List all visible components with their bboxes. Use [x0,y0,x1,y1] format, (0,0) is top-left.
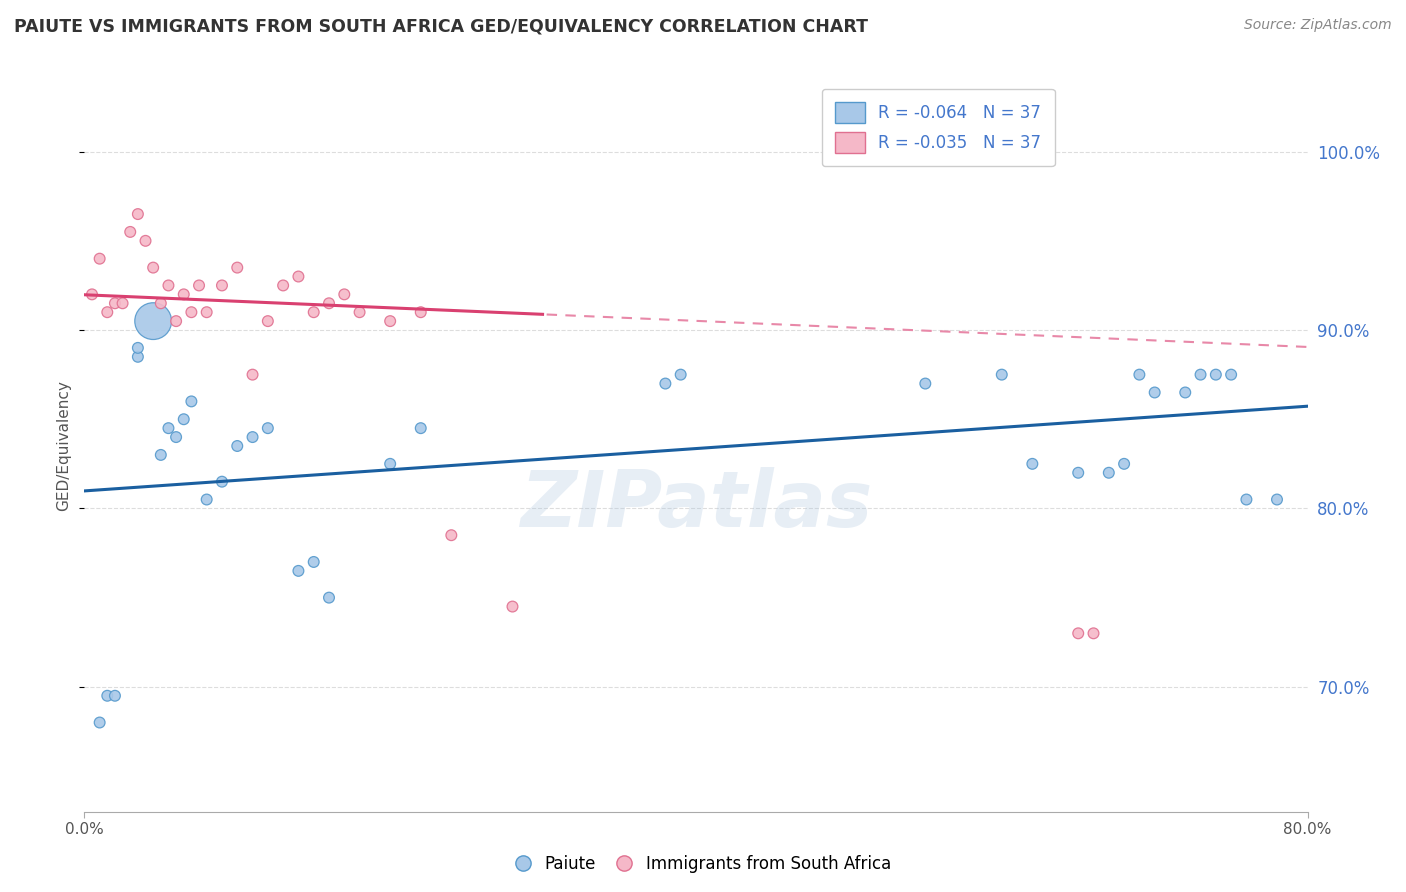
Point [211,475,233,489]
Point [1128,368,1150,382]
Point [409,421,432,435]
Legend: R = -0.064   N = 37, R = -0.035   N = 37: R = -0.064 N = 37, R = -0.035 N = 37 [821,88,1054,167]
Point [333,287,356,301]
Point [1067,466,1090,480]
Point [111,296,134,310]
Point [127,350,149,364]
Text: ZIPatlas: ZIPatlas [520,467,872,542]
Point [1205,368,1227,382]
Text: PAIUTE VS IMMIGRANTS FROM SOUTH AFRICA GED/EQUIVALENCY CORRELATION CHART: PAIUTE VS IMMIGRANTS FROM SOUTH AFRICA G… [14,18,868,36]
Point [188,278,211,293]
Point [440,528,463,542]
Point [242,430,264,444]
Point [165,430,187,444]
Point [195,492,218,507]
Point [967,145,990,159]
Point [257,421,280,435]
Point [211,278,233,293]
Point [149,296,172,310]
Point [991,368,1014,382]
Point [104,296,127,310]
Point [287,564,309,578]
Point [380,314,402,328]
Point [257,314,280,328]
Point [157,421,180,435]
Point [80,287,103,301]
Point [96,305,118,319]
Point [914,376,936,391]
Y-axis label: GED/Equivalency: GED/Equivalency [56,381,72,511]
Point [242,368,264,382]
Point [180,394,202,409]
Point [89,715,111,730]
Point [945,145,967,159]
Point [1083,626,1105,640]
Point [960,145,983,159]
Point [654,376,676,391]
Point [157,278,180,293]
Point [226,260,249,275]
Point [180,305,202,319]
Point [409,305,432,319]
Point [349,305,371,319]
Point [104,689,127,703]
Point [1265,492,1288,507]
Point [89,252,111,266]
Point [318,591,340,605]
Point [914,145,936,159]
Point [976,145,998,159]
Point [226,439,249,453]
Point [1189,368,1212,382]
Point [1220,368,1243,382]
Point [1021,457,1043,471]
Point [127,341,149,355]
Point [502,599,524,614]
Legend: Paiute, Immigrants from South Africa: Paiute, Immigrants from South Africa [508,848,898,880]
Point [669,368,692,382]
Point [1236,492,1258,507]
Point [1098,466,1121,480]
Point [127,207,149,221]
Point [142,260,165,275]
Point [165,314,187,328]
Point [1067,626,1090,640]
Point [1174,385,1197,400]
Point [149,448,172,462]
Text: Source: ZipAtlas.com: Source: ZipAtlas.com [1244,18,1392,32]
Point [302,555,325,569]
Point [1143,385,1166,400]
Point [142,314,165,328]
Point [120,225,142,239]
Point [173,412,195,426]
Point [135,234,157,248]
Point [318,296,340,310]
Point [1114,457,1136,471]
Point [173,287,195,301]
Point [287,269,309,284]
Point [380,457,402,471]
Point [96,689,118,703]
Point [302,305,325,319]
Point [271,278,294,293]
Point [195,305,218,319]
